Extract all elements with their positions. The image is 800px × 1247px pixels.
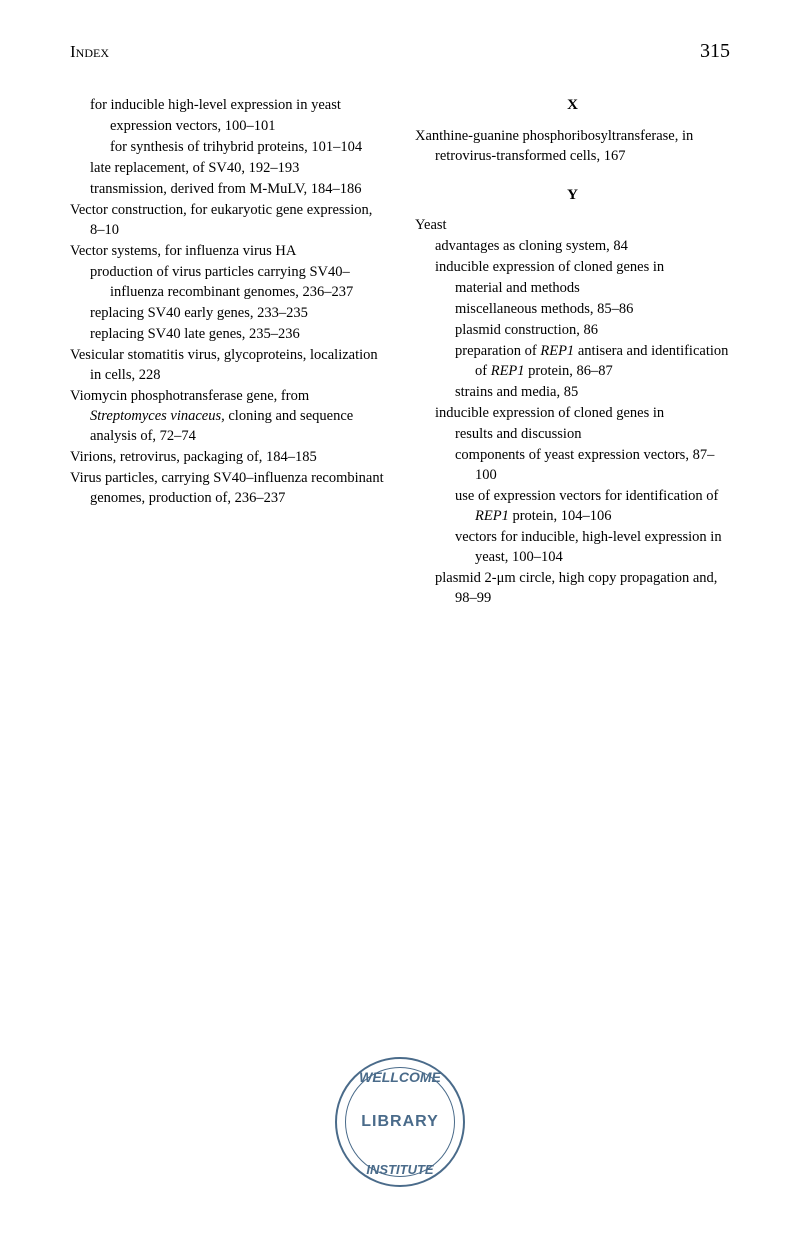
index-entry: inducible expression of cloned genes in	[435, 403, 730, 423]
index-entry: Yeast	[415, 215, 730, 235]
index-entry: late replacement, of SV40, 192–193	[90, 158, 385, 178]
index-entry: for inducible high-level expression in y…	[90, 95, 385, 115]
index-entry: transmission, derived from M-MuLV, 184–1…	[90, 179, 385, 199]
page-header: Index 315	[70, 40, 730, 63]
index-entry: miscellaneous methods, 85–86	[455, 299, 730, 319]
index-entry: for synthesis of trihybrid proteins, 101…	[110, 137, 385, 157]
index-entry: use of expression vectors for identifica…	[455, 486, 730, 526]
index-entry: Vector systems, for influenza virus HA	[70, 241, 385, 261]
index-entry: preparation of REP1 antisera and identif…	[455, 341, 730, 381]
index-entry: Vector construction, for eukaryotic gene…	[70, 200, 385, 240]
index-entry: advantages as cloning system, 84	[435, 236, 730, 256]
index-entry: Vesicular stomatitis virus, glycoprotein…	[70, 345, 385, 385]
index-entry: production of virus particles carrying S…	[90, 262, 385, 302]
index-entry: expression vectors, 100–101	[110, 116, 385, 136]
section-gap	[415, 167, 730, 185]
index-entry: results and discussion	[455, 424, 730, 444]
stamp-bottom-text: INSTITUTE	[366, 1162, 433, 1177]
section-letter: Y	[415, 185, 730, 206]
index-entry: inducible expression of cloned genes in	[435, 257, 730, 277]
stamp-top-text: WELLCOME	[359, 1069, 441, 1085]
index-entry: material and methods	[455, 278, 730, 298]
stamp-center-text: LIBRARY	[361, 1113, 439, 1131]
index-entry: plasmid construction, 86	[455, 320, 730, 340]
section-letter: X	[415, 95, 730, 116]
index-entry: vectors for inducible, high-level expres…	[455, 527, 730, 567]
index-entry: Virus particles, carrying SV40–influenza…	[70, 468, 385, 508]
library-stamp: WELLCOME LIBRARY INSTITUTE	[335, 1057, 465, 1187]
right-column: X Xanthine-guanine phosphoribosyltransfer…	[415, 95, 730, 609]
index-entry: plasmid 2-μm circle, high copy propagati…	[435, 568, 730, 608]
index-entry: components of yeast expression vectors, …	[455, 445, 730, 485]
index-entry: replacing SV40 late genes, 235–236	[90, 324, 385, 344]
header-section-title: Index	[70, 42, 109, 62]
left-column: for inducible high-level expression in y…	[70, 95, 385, 609]
index-entry: Virions, retrovirus, packaging of, 184–1…	[70, 447, 385, 467]
index-entry: strains and media, 85	[455, 382, 730, 402]
index-entry: Viomycin phosphotransferase gene, from S…	[70, 386, 385, 446]
page-number: 315	[700, 40, 730, 63]
index-entry: replacing SV40 early genes, 233–235	[90, 303, 385, 323]
index-columns: for inducible high-level expression in y…	[70, 95, 730, 609]
index-entry: Xanthine-guanine phosphoribosyltransfera…	[415, 126, 730, 166]
